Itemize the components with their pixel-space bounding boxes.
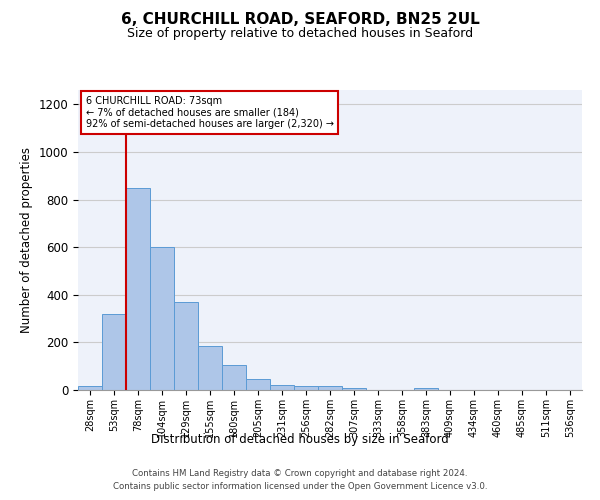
Bar [342,388,366,390]
Bar [246,380,270,390]
Text: Contains public sector information licensed under the Open Government Licence v3: Contains public sector information licen… [113,482,487,491]
Bar [294,386,318,390]
Bar [270,385,294,390]
Text: Size of property relative to detached houses in Seaford: Size of property relative to detached ho… [127,28,473,40]
Bar [222,365,246,390]
Bar [78,386,102,390]
Bar [318,386,342,390]
Bar [126,188,150,390]
Y-axis label: Number of detached properties: Number of detached properties [20,147,33,333]
Bar [102,314,126,390]
Text: Contains HM Land Registry data © Crown copyright and database right 2024.: Contains HM Land Registry data © Crown c… [132,468,468,477]
Text: 6 CHURCHILL ROAD: 73sqm
← 7% of detached houses are smaller (184)
92% of semi-de: 6 CHURCHILL ROAD: 73sqm ← 7% of detached… [86,96,334,129]
Bar [198,346,222,390]
Bar [174,302,198,390]
Text: Distribution of detached houses by size in Seaford: Distribution of detached houses by size … [151,432,449,446]
Text: 6, CHURCHILL ROAD, SEAFORD, BN25 2UL: 6, CHURCHILL ROAD, SEAFORD, BN25 2UL [121,12,479,28]
Bar [150,247,174,390]
Bar [414,388,438,390]
